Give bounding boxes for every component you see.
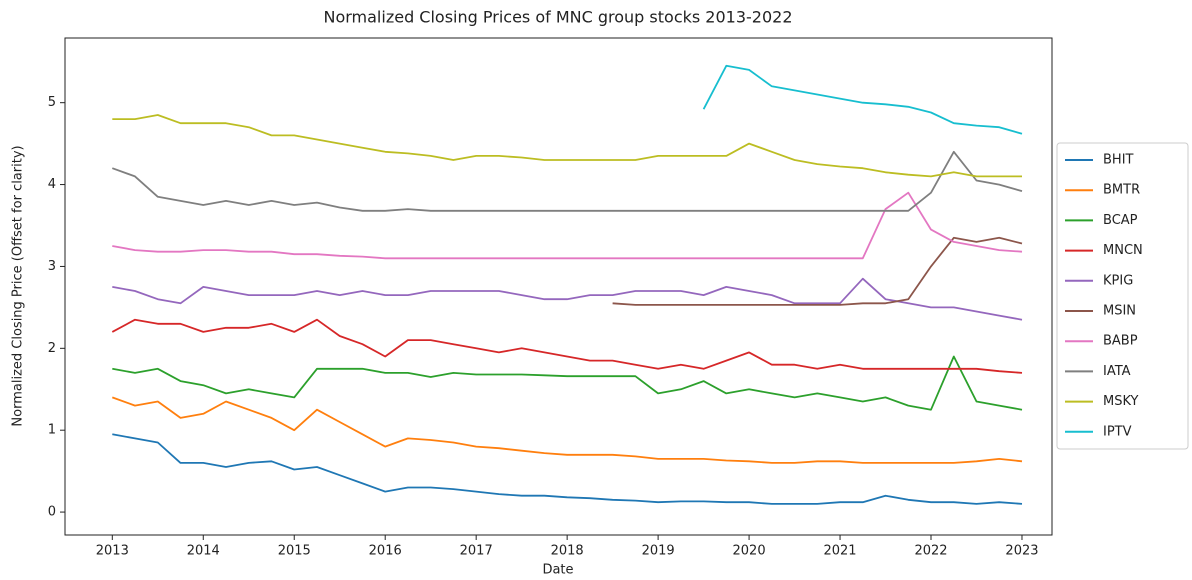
series-line [111,150,1023,212]
legend-label: BHIT [1103,153,1134,168]
x-tick-label: 2022 [914,544,947,559]
series-line [112,114,1022,178]
plot-frame [64,37,1053,536]
series-line [112,433,1023,505]
legend-label: BMTR [1103,183,1140,198]
x-tick-label: 2016 [369,544,402,559]
chart-title: Normalized Closing Prices of MNC group s… [323,8,792,27]
x-tick-label: 2014 [187,544,220,559]
legend-label: BCAP [1103,213,1138,228]
x-tick-label: 2018 [551,544,584,559]
legend-label: KPIG [1103,273,1133,288]
y-tick-label: 0 [48,505,56,520]
y-tick-label: 1 [48,423,56,438]
x-axis-label: Date [542,563,573,578]
series-line [112,355,1023,411]
legend-label: IPTV [1103,424,1132,439]
series-line [111,318,1023,374]
legend-label: IATA [1103,364,1131,379]
legend-label: BABP [1103,334,1138,349]
x-tick-label: 2020 [733,544,766,559]
series-line [112,277,1023,321]
x-tick-label: 2019 [642,544,675,559]
legend-label: MSIN [1103,304,1136,319]
y-tick-label: 5 [48,95,56,110]
y-axis-label: Normalized Closing Price (Offset for cla… [11,145,26,426]
x-tick-label: 2021 [823,544,856,559]
legend-label: MSKY [1103,394,1139,409]
legend-label: MNCN [1103,243,1143,258]
series-line [702,64,1023,135]
series-line [112,191,1023,260]
y-tick-label: 2 [48,341,56,356]
x-tick-label: 2015 [278,544,311,559]
x-tick-label: 2013 [96,544,129,559]
x-tick-label: 2017 [460,544,493,559]
x-tick-label: 2023 [1005,544,1038,559]
series-line [111,396,1023,464]
series-line [612,236,1023,306]
y-tick-label: 3 [48,259,56,274]
y-tick-label: 4 [48,177,56,192]
